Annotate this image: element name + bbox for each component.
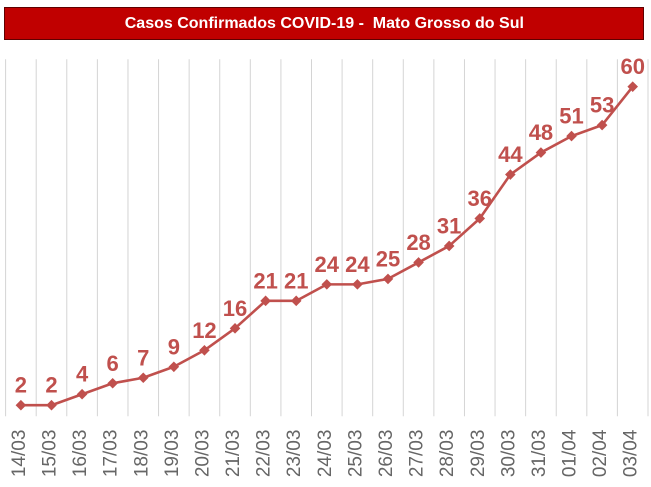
svg-text:29/03: 29/03 <box>468 430 489 478</box>
svg-text:24/03: 24/03 <box>315 430 336 478</box>
svg-text:36: 36 <box>468 186 492 211</box>
svg-text:31: 31 <box>437 213 461 238</box>
svg-text:28/03: 28/03 <box>437 430 458 478</box>
svg-text:25/03: 25/03 <box>345 430 366 478</box>
svg-text:02/04: 02/04 <box>590 429 611 477</box>
svg-text:7: 7 <box>137 345 149 370</box>
svg-text:31/03: 31/03 <box>529 430 550 478</box>
svg-text:4: 4 <box>76 362 89 387</box>
svg-text:53: 53 <box>590 93 614 118</box>
svg-text:60: 60 <box>620 54 644 79</box>
svg-text:44: 44 <box>498 142 523 167</box>
svg-text:14/03: 14/03 <box>9 430 30 478</box>
svg-text:18/03: 18/03 <box>131 430 152 478</box>
svg-text:2: 2 <box>15 373 27 398</box>
svg-text:03/04: 03/04 <box>621 429 642 477</box>
svg-text:2: 2 <box>45 373 57 398</box>
svg-text:20/03: 20/03 <box>192 430 213 478</box>
svg-text:25: 25 <box>376 246 400 271</box>
svg-text:24: 24 <box>315 252 340 277</box>
svg-text:23/03: 23/03 <box>284 430 305 478</box>
svg-text:51: 51 <box>559 104 583 129</box>
svg-text:19/03: 19/03 <box>162 430 183 478</box>
svg-text:21: 21 <box>284 268 308 293</box>
svg-text:27/03: 27/03 <box>407 430 428 478</box>
svg-text:12: 12 <box>192 318 216 343</box>
svg-text:30/03: 30/03 <box>498 430 519 478</box>
svg-text:21: 21 <box>253 268 277 293</box>
svg-text:16: 16 <box>223 296 247 321</box>
svg-text:16/03: 16/03 <box>70 430 91 478</box>
svg-text:15/03: 15/03 <box>39 430 60 478</box>
svg-text:9: 9 <box>168 334 180 359</box>
svg-text:22/03: 22/03 <box>254 430 275 478</box>
svg-text:6: 6 <box>107 351 119 376</box>
svg-text:28: 28 <box>406 230 430 255</box>
svg-text:01/04: 01/04 <box>560 429 581 477</box>
svg-text:26/03: 26/03 <box>376 430 397 478</box>
svg-text:48: 48 <box>529 120 553 145</box>
svg-text:21/03: 21/03 <box>223 430 244 478</box>
svg-text:24: 24 <box>345 252 370 277</box>
svg-text:17/03: 17/03 <box>101 430 122 478</box>
